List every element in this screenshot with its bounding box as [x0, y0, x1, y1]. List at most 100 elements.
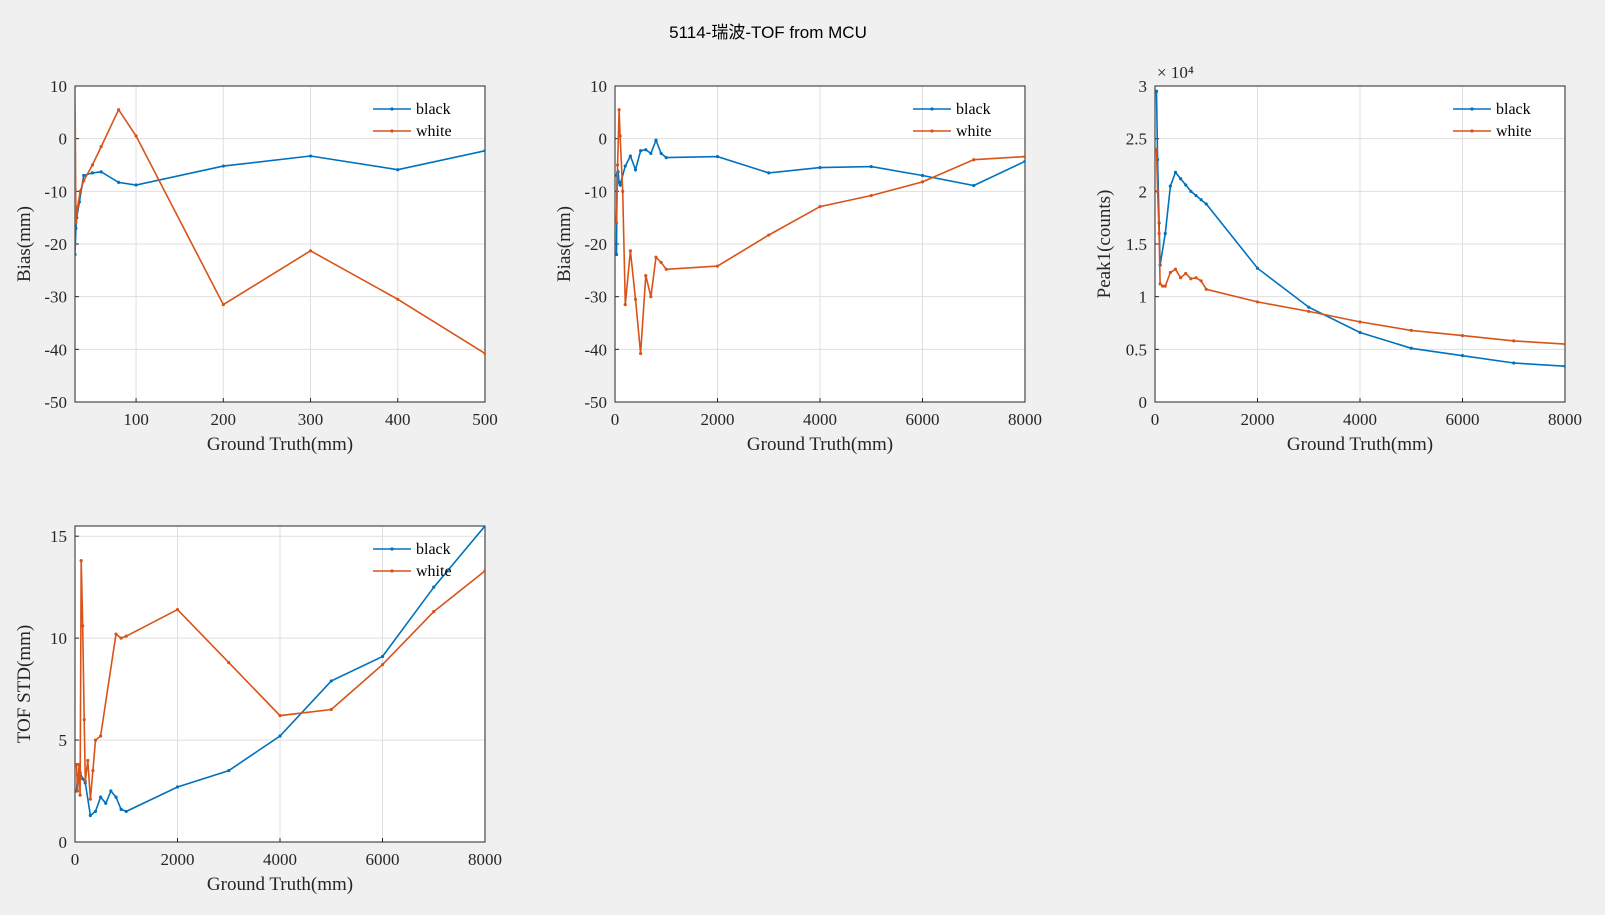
data-point — [175, 785, 180, 789]
legend-marker — [390, 129, 394, 133]
legend-label: white — [416, 563, 452, 580]
y-tick-label: 10 — [50, 77, 67, 96]
data-point — [1163, 231, 1167, 236]
data-point — [618, 183, 622, 187]
data-point — [78, 793, 82, 797]
data-point — [664, 267, 668, 271]
data-point — [175, 607, 180, 612]
data-point — [278, 734, 282, 738]
legend-label: black — [956, 101, 991, 118]
data-point — [1199, 279, 1203, 283]
y-tick-label: -40 — [584, 340, 607, 359]
data-point — [1255, 266, 1260, 270]
data-point — [767, 171, 771, 175]
y-axis-label: TOF STD(mm) — [14, 625, 35, 743]
x-axis-label: Ground Truth(mm) — [747, 434, 893, 455]
x-tick-label: 6000 — [1446, 410, 1480, 429]
data-point — [119, 636, 123, 640]
data-point — [1155, 147, 1159, 151]
y-axis-label: Peak1(counts) — [1094, 190, 1115, 299]
y-tick-label: -40 — [44, 340, 67, 359]
data-point — [221, 302, 225, 307]
data-point — [1158, 282, 1162, 286]
x-tick-label: 2000 — [161, 850, 195, 869]
data-point — [628, 154, 632, 158]
data-point — [81, 624, 85, 628]
data-point — [654, 255, 658, 259]
data-point — [1563, 342, 1565, 346]
data-point — [93, 809, 98, 814]
data-point — [1189, 277, 1193, 281]
x-tick-label: 0 — [1151, 410, 1160, 429]
data-point — [114, 795, 118, 799]
data-point — [221, 164, 225, 168]
data-point — [75, 762, 79, 767]
y-tick-label: 2 — [1139, 182, 1148, 201]
legend-marker — [930, 107, 934, 111]
data-point — [134, 134, 138, 138]
x-tick-label: 300 — [298, 410, 324, 429]
data-point — [75, 221, 78, 225]
data-point — [1184, 183, 1188, 187]
legend-marker — [930, 129, 934, 133]
x-tick-label: 6000 — [906, 410, 940, 429]
data-point — [88, 813, 92, 818]
y-tick-label: 0.5 — [1126, 340, 1147, 359]
x-tick-label: 200 — [211, 410, 237, 429]
y-tick-label: 15 — [50, 527, 67, 546]
data-point — [615, 163, 620, 167]
legend-label: black — [416, 541, 451, 558]
series-white — [75, 559, 485, 801]
x-axis-label: Ground Truth(mm) — [207, 434, 353, 455]
data-point — [615, 221, 619, 225]
x-tick-label: 2000 — [701, 410, 735, 429]
subplot-3: 0 2000 4000 6000 8000 0 0.5 1 1.5 2 2.5 3 × 10⁴ Groun… — [1094, 63, 1582, 455]
data-point — [1512, 339, 1516, 343]
data-point — [75, 252, 77, 257]
data-point — [1161, 284, 1165, 288]
data-point — [1189, 189, 1193, 193]
data-point — [1512, 361, 1516, 365]
data-point — [1307, 309, 1311, 314]
data-point — [659, 151, 663, 156]
data-point — [88, 797, 92, 801]
x-axis-label: Ground Truth(mm) — [207, 874, 353, 895]
data-point — [78, 189, 82, 193]
data-point — [82, 718, 86, 722]
data-point — [75, 226, 78, 230]
x-tick-label: 100 — [123, 410, 149, 429]
data-point — [117, 180, 121, 184]
data-point — [649, 295, 653, 299]
data-point — [90, 163, 95, 167]
x-tick-label: 2000 — [1241, 410, 1275, 429]
data-point — [639, 149, 643, 153]
data-point — [1179, 276, 1183, 280]
data-point — [308, 249, 313, 253]
legend-marker — [390, 569, 394, 573]
data-point — [621, 189, 625, 193]
data-point — [1173, 170, 1178, 174]
data-point — [278, 714, 282, 718]
legend-marker — [390, 547, 394, 551]
legend-marker — [1470, 107, 1474, 111]
data-point — [1255, 300, 1260, 304]
y-tick-label: 1.5 — [1126, 235, 1147, 254]
y-tick-label: -50 — [44, 393, 67, 412]
y-tick-label: 2.5 — [1126, 130, 1147, 149]
data-point — [920, 173, 925, 178]
y-tick-label: 0 — [1139, 393, 1148, 412]
data-point — [623, 164, 627, 168]
x-tick-label: 0 — [71, 850, 80, 869]
data-point — [1163, 284, 1167, 288]
legend-marker — [390, 107, 394, 111]
data-point — [329, 707, 333, 712]
x-tick-label: 400 — [385, 410, 411, 429]
x-tick-label: 4000 — [803, 410, 837, 429]
legend: black white — [1453, 101, 1532, 140]
data-point — [93, 738, 98, 742]
data-point — [380, 654, 385, 659]
data-point — [1358, 330, 1362, 335]
data-point — [623, 302, 627, 307]
y-tick-label: 1 — [1139, 288, 1148, 307]
data-point — [308, 154, 313, 158]
